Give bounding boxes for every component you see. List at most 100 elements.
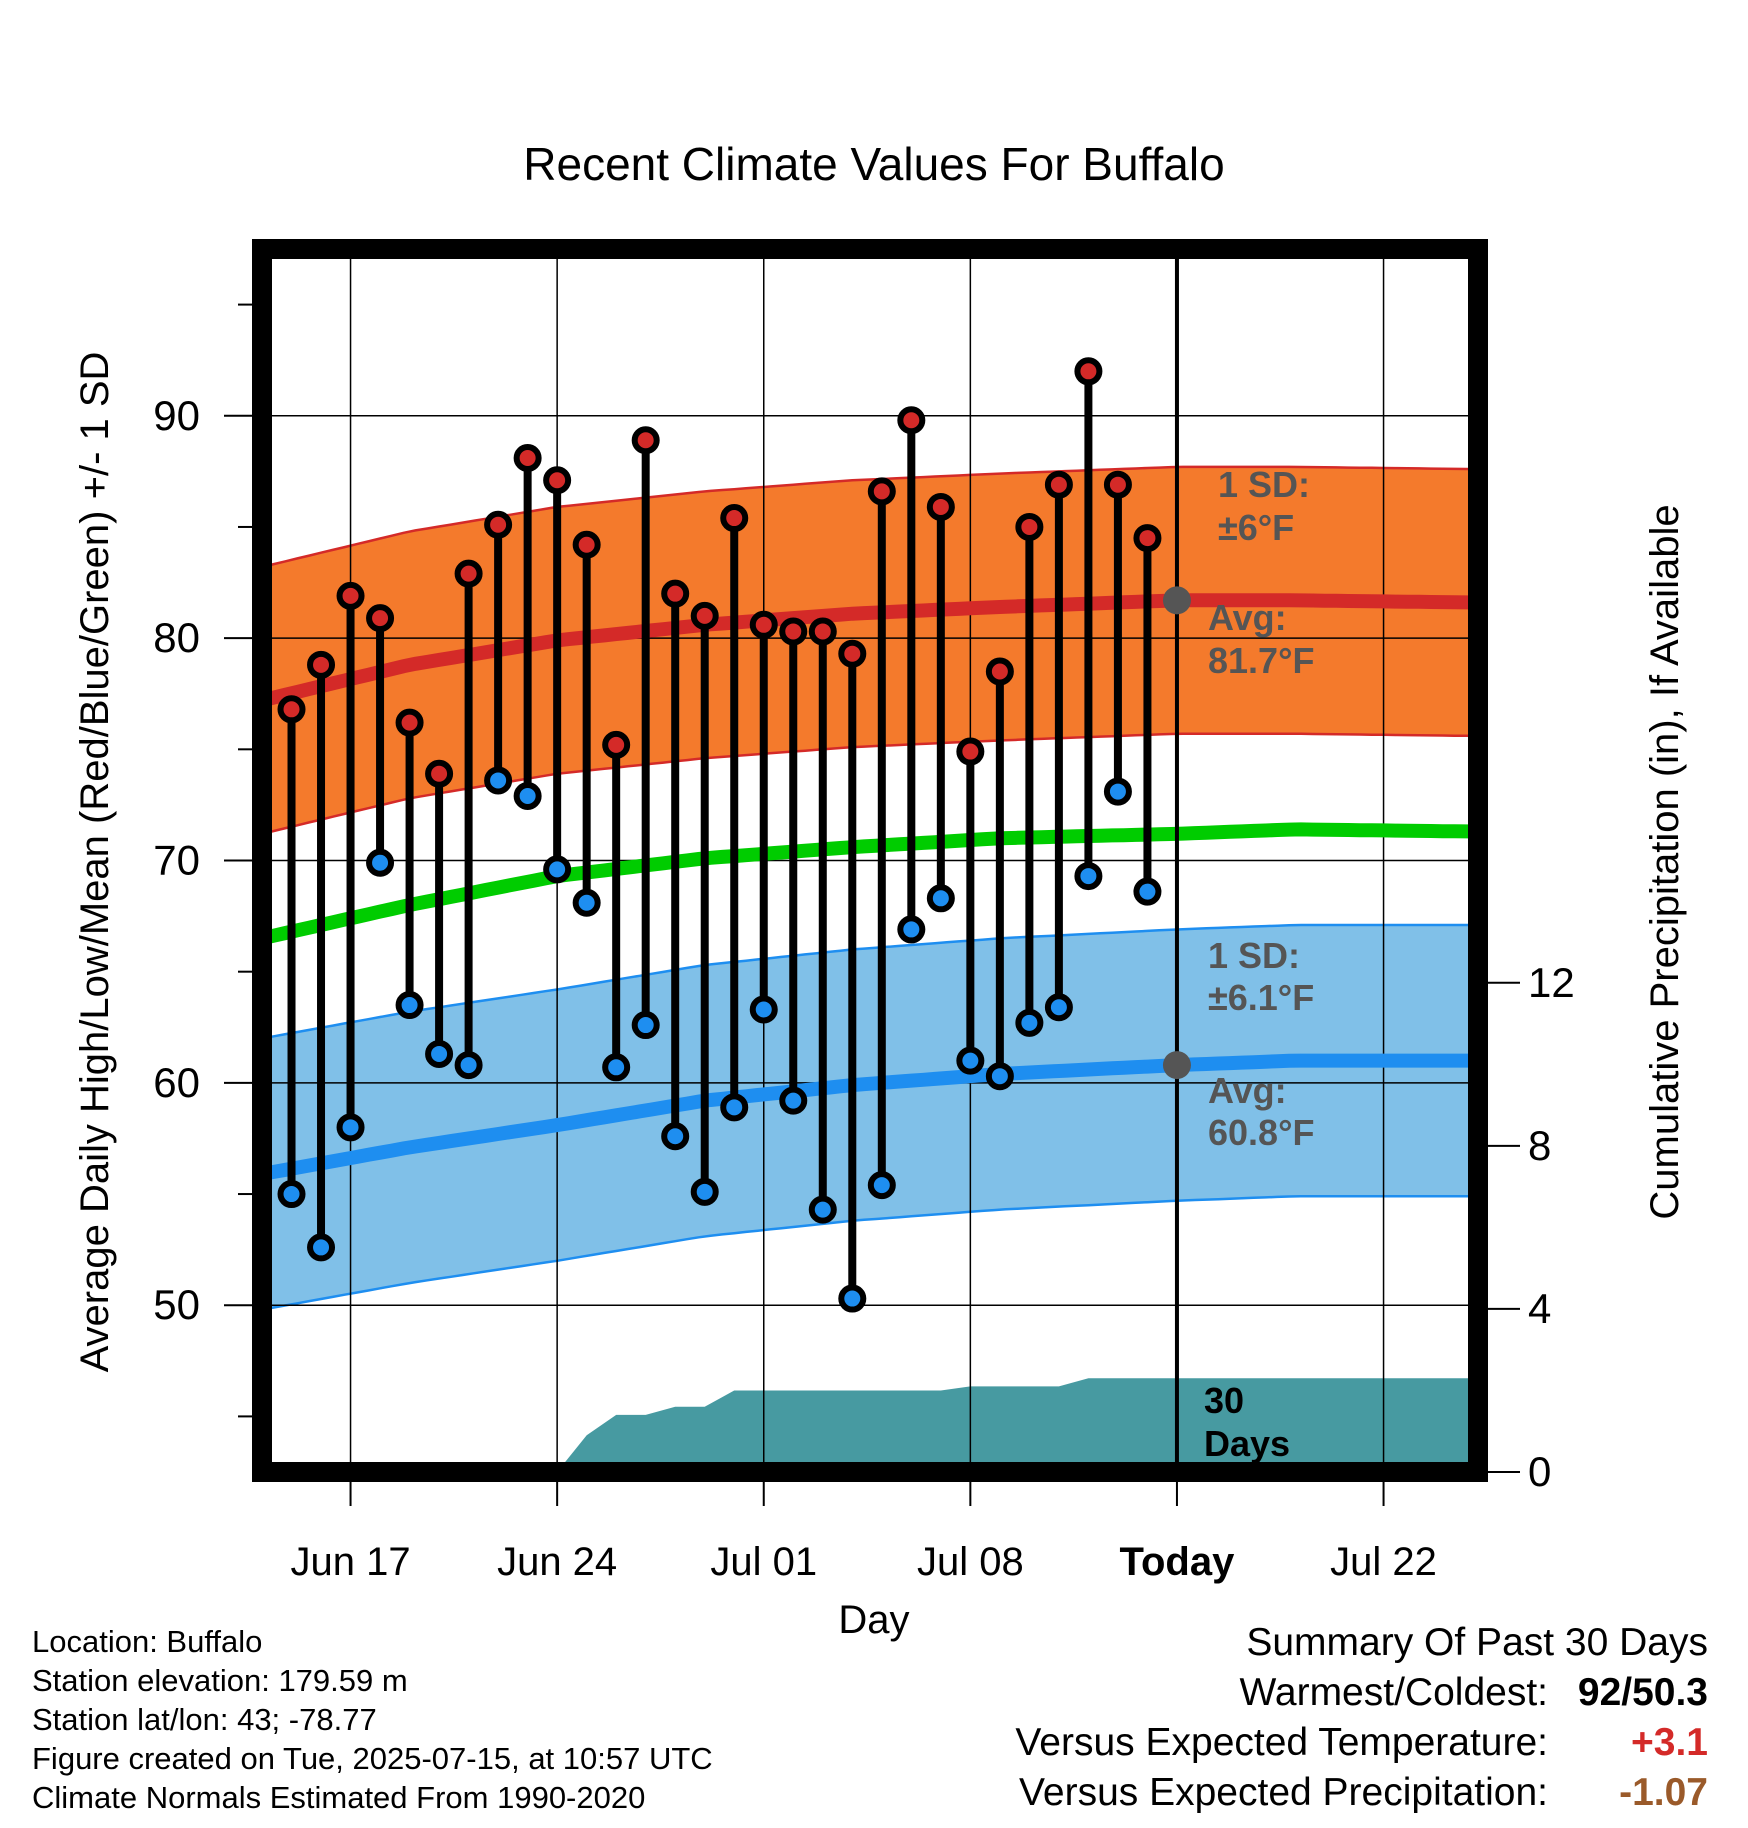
daily-high-point: [336, 581, 365, 610]
high-sd-band: [262, 466, 1478, 834]
high-avg-value: 81.7°F: [1208, 640, 1314, 681]
daily-low-point: [572, 888, 601, 917]
y-right-tick-label: 8: [1528, 1122, 1551, 1169]
latlon-text: Station lat/lon: 43; -78.77: [32, 1702, 377, 1737]
daily-high-point: [897, 406, 926, 435]
days-count: 30: [1204, 1380, 1244, 1421]
precip-area: [557, 1378, 1478, 1472]
low-sd-lower-edge: [262, 1195, 1478, 1311]
daily-low-point: [690, 1177, 719, 1206]
low-avg-value: 60.8°F: [1208, 1112, 1314, 1153]
summary-precip-row: Versus Expected Precipitation: -1.07: [808, 1768, 1708, 1818]
chart-title: Recent Climate Values For Buffalo: [523, 138, 1224, 190]
daily-high-point: [1044, 470, 1073, 499]
low-avg-label: Avg:: [1208, 1070, 1287, 1111]
low-sd-value: ±6.1°F: [1208, 977, 1314, 1018]
station-info: Location: Buffalo Station elevation: 179…: [32, 1622, 932, 1817]
daily-high-point: [366, 604, 395, 633]
y-left-tick-label: 60: [153, 1059, 200, 1106]
daily-low-point: [926, 884, 955, 913]
plot-frame: [252, 239, 1488, 1482]
low-sd-band: [262, 925, 1478, 1310]
daily-low-point: [897, 915, 926, 944]
precip-label: Versus Expected Precipitation:: [1019, 1771, 1548, 1814]
days-label: Days: [1204, 1423, 1290, 1464]
daily-low-point: [277, 1180, 306, 1209]
daily-high-point: [690, 601, 719, 630]
daily-high-point: [307, 650, 336, 679]
high-avg-marker: [1162, 586, 1191, 615]
daily-low-point: [985, 1062, 1014, 1091]
x-axis-title: Day: [838, 1598, 909, 1642]
normal-mean-line: [262, 822, 1478, 946]
warmest-label: Warmest/Coldest:: [1239, 1671, 1548, 1714]
y-right-tick-label: 4: [1528, 1285, 1551, 1332]
normals-text: Climate Normals Estimated From 1990-2020: [32, 1780, 646, 1815]
daily-high-point: [808, 617, 837, 646]
daily-high-point: [543, 466, 572, 495]
high-sd-label: 1 SD:: [1218, 464, 1310, 505]
y-left-tick-label: 70: [153, 837, 200, 884]
location-text: Location: Buffalo: [32, 1624, 263, 1659]
elevation-text: Station elevation: 179.59 m: [32, 1663, 408, 1698]
high-sd-upper-edge: [262, 465, 1478, 569]
daily-low-point: [307, 1233, 336, 1262]
summary-heading-row: Summary Of Past 30 Days: [808, 1618, 1708, 1668]
daily-low-point: [838, 1284, 867, 1313]
daily-high-point: [1074, 357, 1103, 386]
x-tick-label: Jun 24: [497, 1540, 617, 1584]
daily-high-point: [572, 530, 601, 559]
daily-high-point: [926, 492, 955, 521]
x-tick-label: Jul 08: [917, 1540, 1024, 1584]
daily-high-point: [277, 695, 306, 724]
daily-low-point: [395, 991, 424, 1020]
daily-low-point: [513, 782, 542, 811]
temp-value: +3.1: [1631, 1721, 1708, 1764]
precip-value: -1.07: [1619, 1771, 1708, 1814]
temp-label: Versus Expected Temperature:: [1015, 1721, 1548, 1764]
daily-high-point: [631, 426, 660, 455]
y-left-tick-label: 50: [153, 1281, 200, 1328]
y-right-tick-label: 12: [1528, 959, 1575, 1006]
created-text: Figure created on Tue, 2025-07-15, at 10…: [32, 1741, 713, 1776]
y-right-axis-title: Cumulative Precipitation (in), If Availa…: [1643, 504, 1687, 1219]
daily-low-point: [1044, 993, 1073, 1022]
daily-low-point: [808, 1195, 837, 1224]
daily-high-point: [956, 737, 985, 766]
x-tick-label: Jun 17: [290, 1540, 410, 1584]
x-tick-label: Today: [1120, 1540, 1236, 1584]
daily-high-point: [454, 559, 483, 588]
daily-high-point: [1103, 470, 1132, 499]
low-avg-marker: [1162, 1051, 1191, 1080]
high-sd-value: ±6°F: [1218, 507, 1294, 548]
daily-low-point: [956, 1046, 985, 1075]
daily-low-point: [366, 848, 395, 877]
daily-low-point: [631, 1011, 660, 1040]
warmest-value: 92/50.3: [1577, 1671, 1708, 1714]
daily-low-point: [1133, 877, 1162, 906]
daily-low-point: [720, 1093, 749, 1122]
daily-low-point: [1103, 777, 1132, 806]
summary-heading: Summary Of Past 30 Days: [1246, 1621, 1708, 1664]
y-left-tick-label: 90: [153, 392, 200, 439]
daily-low-point: [454, 1051, 483, 1080]
daily-low-point: [1074, 862, 1103, 891]
plot-area: [262, 249, 1478, 1472]
daily-low-point: [749, 995, 778, 1024]
daily-low-point: [543, 855, 572, 884]
high-avg-label: Avg:: [1208, 597, 1287, 638]
daily-high-point: [985, 657, 1014, 686]
daily-high-point: [661, 579, 690, 608]
summary-temp-row: Versus Expected Temperature: +3.1: [808, 1718, 1708, 1768]
daily-high-point: [838, 639, 867, 668]
daily-low-point: [779, 1086, 808, 1115]
daily-low-point: [602, 1053, 631, 1082]
daily-high-point: [513, 444, 542, 473]
daily-high-point: [720, 504, 749, 533]
daily-low-point: [867, 1171, 896, 1200]
daily-high-point: [1015, 512, 1044, 541]
daily-high-point: [602, 730, 631, 759]
daily-high-point: [779, 617, 808, 646]
daily-high-point: [484, 510, 513, 539]
